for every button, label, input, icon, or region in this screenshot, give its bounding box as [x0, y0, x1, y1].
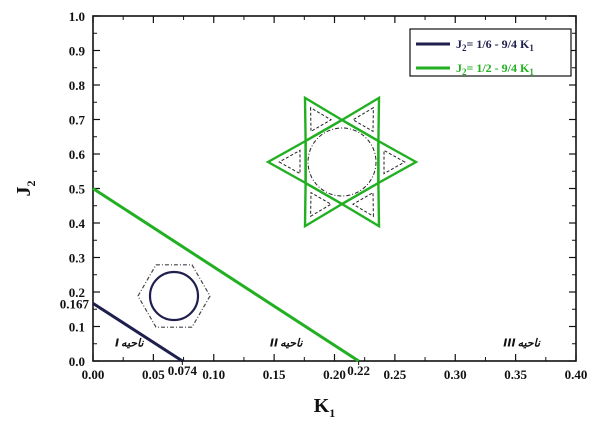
- series-lines: [92, 187, 360, 363]
- region-word: ناحیه: [518, 337, 541, 350]
- hexagon-outline: [137, 264, 211, 328]
- y-extra-tick-label: 0.167: [60, 296, 90, 311]
- x-tick-label: 0.35: [504, 367, 527, 382]
- axes: 0.00 0.05 0.10 0.15 0.20 0.25 0.30 0.35 0.40 0.0 0…: [13, 9, 587, 420]
- x-tick-label: 0.00: [82, 367, 105, 382]
- x-tick-label: 0.40: [565, 367, 588, 382]
- region-numeral: III: [503, 337, 515, 350]
- y-tick-label: 0.5: [69, 182, 86, 197]
- y-axis-title-sub: 2: [24, 181, 38, 187]
- legend-label-sub: 2: [462, 43, 467, 53]
- legend-label-1: J2= 1/6 - 9/4 K1: [456, 37, 534, 53]
- x-tick-label: 0.05: [142, 367, 165, 382]
- legend-label-main: J: [456, 61, 462, 75]
- legend-label-sub2: 1: [529, 43, 534, 53]
- region-numeral: II: [270, 337, 278, 350]
- x-tick-label: 0.20: [323, 367, 346, 382]
- y-tick-label: 0.0: [69, 354, 85, 369]
- hexagram-triangle: [303, 180, 345, 229]
- hexagram-triangle: [339, 95, 381, 144]
- region-word: ناحیه: [280, 337, 303, 350]
- region-label-3: III ناحیه: [503, 337, 541, 350]
- x-tick-label: 0.25: [384, 367, 407, 382]
- hexagram-inner-triangle: [310, 106, 332, 133]
- legend-label-mid: = 1/2 - 9/4 K: [467, 61, 531, 75]
- hexagram-inner-triangle: [383, 149, 406, 175]
- hexagram-inner-triangle: [310, 191, 332, 218]
- hexagram-configuration: [265, 95, 419, 229]
- y-tick-label: 0.9: [69, 44, 86, 59]
- x-extra-tick-label: 0.074: [168, 363, 198, 378]
- y-axis-title-main: J: [13, 187, 35, 197]
- series-line-2: [92, 187, 360, 363]
- region-label-2: II ناحیه: [270, 337, 304, 350]
- legend-label-sub2: 1: [529, 67, 534, 77]
- hexagram-inner-triangle: [352, 106, 374, 133]
- y-axis-title: J2: [13, 181, 38, 197]
- y-tick-label: 0.1: [69, 320, 85, 335]
- x-tick-label: 0.15: [263, 367, 286, 382]
- x-extra-tick-label: 0.22: [347, 363, 370, 378]
- x-tick-label: 0.10: [202, 367, 225, 382]
- x-tick-label: 0.30: [444, 367, 467, 382]
- y-tick-label: 1.0: [69, 9, 85, 24]
- circle-configuration: [148, 270, 200, 322]
- legend-label-main: J: [456, 37, 462, 51]
- legend-label-2: J2= 1/2 - 9/4 K1: [456, 61, 534, 77]
- series-line-1: [92, 302, 184, 363]
- y-tick-label: 0.2: [69, 285, 85, 300]
- region-labels: I ناحیه II ناحیه III ناحیه: [115, 337, 541, 350]
- y-tick-label: 0.3: [69, 251, 86, 266]
- x-axis-title-main: K: [314, 395, 330, 417]
- y-tick-label: 0.7: [69, 113, 86, 128]
- hexagram-dashed-circle: [307, 127, 377, 197]
- x-axis-title-sub: 1: [329, 406, 335, 420]
- legend-label-mid: = 1/6 - 9/4 K: [467, 37, 531, 51]
- region-numeral: I: [115, 337, 119, 350]
- x-axis-title: K1: [314, 395, 336, 420]
- legend-label-sub: 2: [462, 67, 467, 77]
- hexagram-center-hexagon: [304, 118, 380, 206]
- hexagram-inner-triangle: [352, 191, 374, 218]
- y-tick-label: 0.4: [69, 216, 86, 231]
- hexagram-inner-triangle: [278, 149, 301, 175]
- region-label-1: I ناحیه: [115, 337, 144, 350]
- region-word: ناحیه: [121, 337, 144, 350]
- spin-configuration-insets: [137, 95, 419, 328]
- y-tick-label: 0.8: [69, 78, 86, 93]
- y-tick-label: 0.6: [69, 147, 86, 162]
